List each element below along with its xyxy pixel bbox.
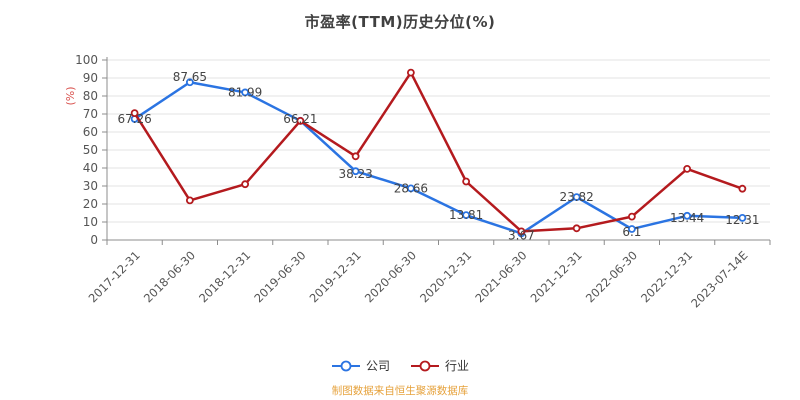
data-point-marker-company bbox=[241, 88, 250, 97]
data-point-label: 87.65 bbox=[173, 70, 207, 84]
y-axis-tick-label: 60 bbox=[83, 125, 98, 139]
data-point-marker-industry bbox=[185, 196, 194, 205]
legend-item-company[interactable]: 公司 bbox=[331, 357, 390, 374]
data-point-label: 6.1 bbox=[622, 225, 641, 239]
series-line-company bbox=[133, 80, 744, 235]
data-point-label: 81.99 bbox=[228, 85, 262, 99]
x-axis-label: 2019-12-31 bbox=[307, 248, 364, 305]
y-axis-tick-label: 100 bbox=[75, 53, 98, 67]
x-axis-label: 2019-06-30 bbox=[251, 248, 308, 305]
data-point-label: 23.82 bbox=[559, 190, 593, 204]
data-point-marker-company bbox=[185, 78, 194, 87]
y-axis-tick-label: 80 bbox=[83, 89, 98, 103]
data-point-label: 38.23 bbox=[338, 167, 372, 181]
series-line-industry bbox=[133, 71, 744, 233]
x-axis-label: 2021-06-30 bbox=[472, 248, 529, 305]
data-point-label: 13.81 bbox=[449, 208, 483, 222]
legend-line-circle-icon-company bbox=[331, 360, 360, 371]
data-point-label: 28.66 bbox=[394, 181, 428, 195]
x-axis-label: 2022-06-30 bbox=[583, 248, 640, 305]
x-axis-label: 2021-12-31 bbox=[528, 248, 585, 305]
data-source-note: 制图数据来自恒生聚源数据库 bbox=[331, 385, 469, 397]
data-point-marker-company bbox=[627, 225, 636, 233]
data-point-marker-industry bbox=[296, 116, 305, 125]
legend-label-industry: 行业 bbox=[445, 359, 470, 373]
x-axis-label: 2020-06-30 bbox=[362, 248, 419, 305]
x-axis-label: 2018-12-31 bbox=[196, 248, 253, 305]
data-point-label: 66.21 bbox=[283, 112, 317, 126]
chart-title: 市盈率(TTM)历史分位(%) bbox=[304, 13, 496, 31]
x-axis-label: 2020-12-31 bbox=[417, 248, 474, 305]
x-axis-label: 2022-12-31 bbox=[638, 248, 695, 305]
x-axis-label: 2017-12-31 bbox=[86, 248, 143, 305]
y-axis-tick-label: 10 bbox=[83, 215, 98, 229]
data-point-marker-company bbox=[738, 213, 747, 222]
data-point-marker-industry bbox=[627, 212, 636, 221]
y-axis-tick-label: 0 bbox=[90, 233, 98, 247]
y-axis-tick-label: 70 bbox=[83, 107, 98, 121]
legend-label-company: 公司 bbox=[365, 359, 390, 373]
x-axis-label: 2018-06-30 bbox=[141, 248, 198, 305]
data-point-marker-company bbox=[406, 184, 415, 193]
y-axis-name: (%) bbox=[64, 86, 77, 105]
data-point-marker-industry bbox=[462, 177, 471, 186]
legend-line-circle-icon-industry bbox=[411, 360, 439, 371]
data-point-marker-company bbox=[462, 211, 471, 220]
y-axis-tick-label: 20 bbox=[83, 197, 98, 211]
data-point-label: 3.67 bbox=[508, 228, 535, 242]
data-point-marker-industry bbox=[572, 224, 581, 233]
data-point-label: 67.26 bbox=[117, 112, 151, 126]
legend-item-industry[interactable]: 行业 bbox=[410, 357, 469, 374]
data-point-marker-industry bbox=[683, 164, 692, 173]
data-point-marker-industry bbox=[738, 184, 747, 193]
y-axis-tick-label: 30 bbox=[83, 179, 98, 193]
data-point-marker-industry bbox=[130, 109, 139, 117]
data-point-marker-company bbox=[572, 193, 581, 202]
x-axis-label: 2023-07-14E bbox=[688, 248, 750, 310]
data-point-marker-industry bbox=[517, 227, 526, 236]
y-axis-tick-label: 50 bbox=[83, 143, 98, 157]
legend: 公司 行业 bbox=[0, 357, 800, 374]
y-axis-tick-label: 40 bbox=[83, 161, 98, 175]
data-point-marker-industry bbox=[351, 152, 360, 161]
data-point-marker-company bbox=[683, 211, 692, 220]
y-axis-tick-label: 90 bbox=[83, 71, 98, 85]
data-point-marker-company bbox=[351, 167, 360, 176]
data-point-marker-industry bbox=[241, 180, 250, 189]
data-point-marker-industry bbox=[406, 68, 415, 77]
data-point-label: 12.31 bbox=[725, 213, 759, 227]
data-point-label: 13.44 bbox=[670, 211, 704, 225]
